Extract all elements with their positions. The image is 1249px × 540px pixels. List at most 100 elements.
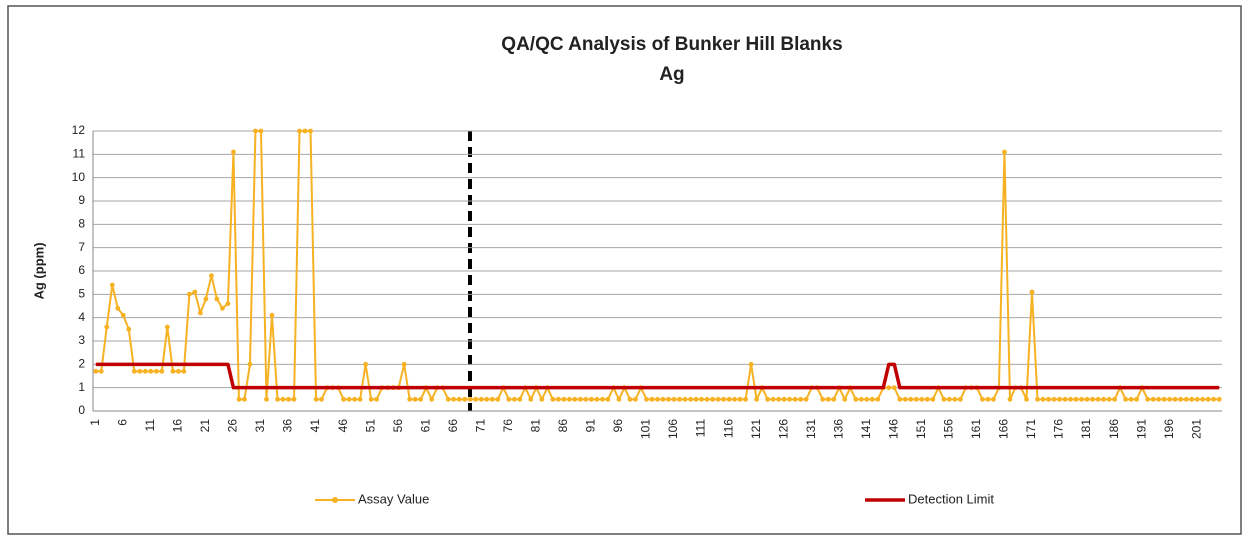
x-tick-label: 156	[942, 419, 956, 439]
data-point	[748, 361, 754, 367]
x-tick-label: 21	[198, 419, 212, 433]
data-point	[555, 396, 561, 402]
data-point	[1112, 396, 1118, 402]
data-point	[869, 396, 875, 402]
data-point	[357, 396, 363, 402]
data-point	[346, 396, 352, 402]
data-point	[467, 396, 473, 402]
data-point	[941, 396, 947, 402]
data-point	[495, 396, 501, 402]
x-tick-label: 116	[721, 419, 735, 438]
data-point	[120, 312, 126, 318]
data-point	[765, 396, 771, 402]
x-tick-label: 176	[1052, 419, 1066, 439]
x-tick-label: 151	[914, 419, 928, 439]
x-tick-label: 96	[611, 419, 625, 433]
x-tick-label: 56	[391, 419, 405, 433]
data-point	[341, 396, 346, 402]
x-tick-label: 41	[308, 419, 322, 433]
x-tick-label: 131	[804, 419, 818, 439]
data-point	[352, 396, 357, 402]
y-tick-label: 0	[78, 403, 85, 417]
data-point	[264, 396, 269, 402]
data-point	[677, 396, 682, 402]
x-tick-label: 181	[1079, 419, 1093, 439]
y-tick-label: 6	[78, 263, 85, 277]
data-point	[1035, 396, 1040, 402]
x-tick-label: 141	[859, 419, 873, 439]
data-point	[1156, 396, 1162, 402]
data-point	[561, 396, 567, 402]
data-point	[1046, 396, 1051, 402]
data-point	[776, 396, 782, 402]
y-tick-label: 10	[72, 170, 86, 184]
data-point	[1106, 396, 1112, 402]
data-point	[418, 396, 424, 402]
x-tick-label: 76	[501, 419, 515, 433]
data-point	[908, 396, 914, 402]
data-point	[688, 396, 693, 402]
data-point	[1084, 396, 1090, 402]
data-point	[93, 368, 99, 374]
data-point	[258, 128, 264, 134]
data-point	[583, 396, 589, 402]
data-point	[743, 396, 749, 402]
data-point	[732, 396, 738, 402]
data-point	[715, 396, 721, 402]
y-tick-label: 7	[78, 240, 85, 254]
data-point	[1101, 396, 1106, 402]
data-point	[1123, 396, 1129, 402]
data-point	[946, 396, 952, 402]
data-point	[616, 396, 622, 402]
y-tick-label: 5	[78, 287, 85, 301]
data-point	[1194, 396, 1200, 402]
data-point	[319, 396, 324, 402]
y-tick-label: 12	[72, 123, 86, 137]
chart-subtitle: Ag	[659, 64, 684, 85]
x-tick-label: 31	[253, 419, 267, 433]
data-point	[368, 396, 374, 402]
data-point	[511, 396, 517, 402]
data-point	[649, 396, 655, 402]
data-point	[253, 128, 258, 134]
data-point	[374, 396, 380, 402]
data-point	[175, 368, 181, 374]
data-point	[1062, 396, 1068, 402]
x-tick-label: 61	[418, 419, 432, 433]
data-point	[858, 396, 864, 402]
data-point	[550, 396, 556, 402]
data-point	[798, 396, 804, 402]
data-point	[566, 396, 572, 402]
x-tick-label: 51	[363, 419, 377, 433]
data-point	[660, 396, 666, 402]
data-point	[1007, 396, 1013, 402]
data-point	[1079, 396, 1084, 402]
data-point	[142, 368, 148, 374]
data-point	[864, 396, 870, 402]
data-point	[225, 301, 231, 307]
data-point	[197, 310, 203, 316]
data-point	[363, 361, 369, 367]
data-point	[1205, 396, 1211, 402]
data-point	[401, 361, 407, 367]
data-point	[853, 396, 859, 402]
data-point	[236, 396, 242, 402]
data-point	[1002, 149, 1007, 155]
data-point	[203, 296, 209, 302]
data-point	[478, 396, 484, 402]
data-point	[148, 368, 154, 374]
data-point	[924, 396, 930, 402]
data-point	[489, 396, 495, 402]
data-point	[291, 396, 297, 402]
chart-frame	[7, 5, 1242, 535]
data-point	[842, 396, 848, 402]
data-point	[313, 396, 319, 402]
data-point	[109, 282, 115, 288]
data-point	[897, 396, 903, 402]
data-point	[1161, 396, 1167, 402]
x-tick-label: 166	[997, 419, 1011, 439]
data-point	[517, 396, 523, 402]
x-tick-label: 81	[529, 419, 543, 433]
data-point	[627, 396, 633, 402]
